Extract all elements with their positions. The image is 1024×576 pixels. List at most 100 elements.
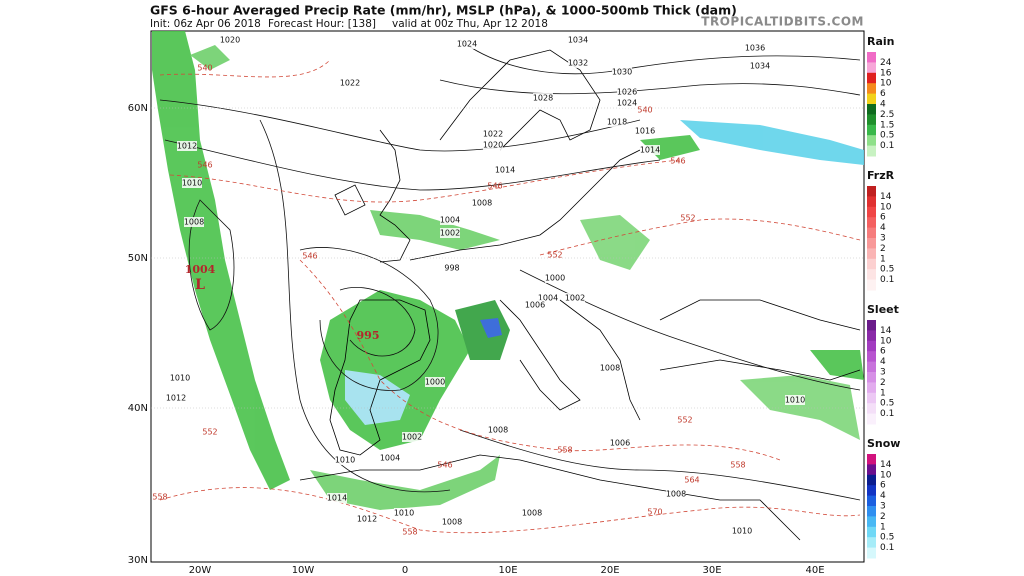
- isobar-label-bg: [785, 395, 805, 405]
- isobar-label-bg: [533, 93, 553, 103]
- thickness-label: 546: [437, 461, 452, 470]
- isobar-label-bg: [442, 517, 462, 527]
- isobar-label: 1024: [617, 99, 637, 108]
- legend-swatch: [867, 351, 876, 363]
- isobar-label-bg: [568, 58, 588, 68]
- thickness-label: 570: [647, 508, 662, 517]
- isobar-label: 1006: [610, 439, 630, 448]
- legend-swatch: [867, 269, 876, 281]
- legend-label: 0.1: [880, 543, 894, 553]
- longitude-label: 10E: [498, 565, 517, 576]
- legend-label: 0.1: [880, 275, 894, 285]
- legend-swatch: [867, 124, 876, 136]
- isobar-label: 1034: [750, 62, 770, 71]
- isobar-label-bg: [402, 432, 422, 442]
- isobar-label-bg: [483, 129, 503, 139]
- legend-swatch: [867, 258, 876, 270]
- graticule: [151, 107, 864, 409]
- legend-swatch: [867, 135, 876, 147]
- isobar-label-bg: [568, 35, 588, 45]
- latitude-label: 60N: [128, 103, 148, 114]
- legend-label: 1: [880, 522, 886, 532]
- isobar-label: 1002: [440, 229, 460, 238]
- legend-swatch: [867, 206, 876, 218]
- legend-label: 1.5: [880, 120, 894, 130]
- isobar-label: 1010: [335, 456, 355, 465]
- isobar-label-bg: [525, 300, 545, 310]
- legend-label: 4: [880, 357, 886, 367]
- legend-label: 10: [880, 79, 892, 89]
- isobar-label-bg: [425, 377, 445, 387]
- isobar-label-bg: [380, 453, 400, 463]
- isobar-label-bg: [357, 514, 377, 524]
- legend-label: 1: [880, 254, 886, 264]
- thickness-label: 558: [402, 528, 417, 537]
- legend-swatch: [867, 506, 876, 517]
- isobar-label: 1026: [617, 88, 637, 97]
- legend-swatch: [867, 238, 876, 249]
- legend-label: 6: [880, 213, 886, 223]
- isobar-label-bg: [488, 425, 508, 435]
- isobar-label: 1000: [545, 274, 565, 283]
- isobar-label-bg: [610, 438, 630, 448]
- legend-label: 24: [880, 58, 892, 68]
- isobar-label: 1034: [568, 36, 588, 45]
- legend-swatch: [867, 403, 876, 415]
- isobar-label-bg: [166, 393, 186, 403]
- legend-label: 14: [880, 326, 892, 336]
- isobar-label-bg: [745, 43, 765, 53]
- legend-swatch: [867, 320, 876, 331]
- isobar-label: 1008: [472, 199, 492, 208]
- isobar-label: 1020: [220, 36, 240, 45]
- legend-label: 4: [880, 491, 886, 501]
- isobar-label: 1010: [732, 527, 752, 536]
- legend-label: 10: [880, 202, 892, 212]
- isobar-label: 1016: [635, 127, 655, 136]
- isobar-label-bg: [220, 35, 240, 45]
- legend-title: Sleet: [867, 303, 899, 316]
- legend-swatch: [867, 248, 876, 260]
- isobar-label-bg: [442, 263, 462, 273]
- isobar-label: 1006: [525, 301, 545, 310]
- legend-title: Snow: [867, 437, 900, 450]
- isobar-label: 1036: [745, 44, 765, 53]
- thickness-label: 552: [202, 428, 217, 437]
- legend-swatch: [867, 464, 876, 476]
- isobar-label: 1010: [170, 374, 190, 383]
- legend-label: 4: [880, 100, 886, 110]
- latitude-label: 50N: [128, 253, 148, 264]
- isobar-label-bg: [617, 87, 637, 97]
- legend-swatch: [867, 537, 876, 549]
- legend-swatch: [867, 227, 876, 239]
- legend-title: Rain: [867, 35, 895, 48]
- legend-label: 14: [880, 192, 892, 202]
- isobar-label-bg: [600, 363, 620, 373]
- isobar-label-bg: [457, 39, 477, 49]
- legend-swatch: [867, 330, 876, 342]
- isobar-label-bg: [545, 273, 565, 283]
- legend-label: 0.1: [880, 409, 894, 419]
- legend-label: 2.5: [880, 110, 894, 120]
- legend-title: FrzR: [867, 169, 895, 182]
- legend-swatch: [867, 454, 876, 465]
- legend-swatch: [867, 72, 876, 84]
- thickness-label: 552: [677, 416, 692, 425]
- isobar-label-bg: [666, 489, 686, 499]
- isobar-label: 1024: [457, 40, 477, 49]
- isobar-label: 1004: [440, 216, 460, 225]
- isobar-label-bg: [394, 508, 414, 518]
- legend-swatch: [867, 382, 876, 394]
- isobar-label-bg: [635, 126, 655, 136]
- legend-label: 6: [880, 347, 886, 357]
- legend-swatch: [867, 392, 876, 404]
- legend-swatch: [867, 83, 876, 95]
- isobar-label: 1008: [600, 364, 620, 373]
- thickness-label: 540: [637, 106, 652, 115]
- legend-label: 2: [880, 244, 886, 254]
- isobar-label-bg: [495, 165, 515, 175]
- longitude-label: 20E: [600, 565, 619, 576]
- longitude-label: 20W: [189, 565, 212, 576]
- isobar-label: 1010: [182, 179, 202, 188]
- isobar-label: 1022: [483, 130, 503, 139]
- isobar-label-bg: [617, 98, 637, 108]
